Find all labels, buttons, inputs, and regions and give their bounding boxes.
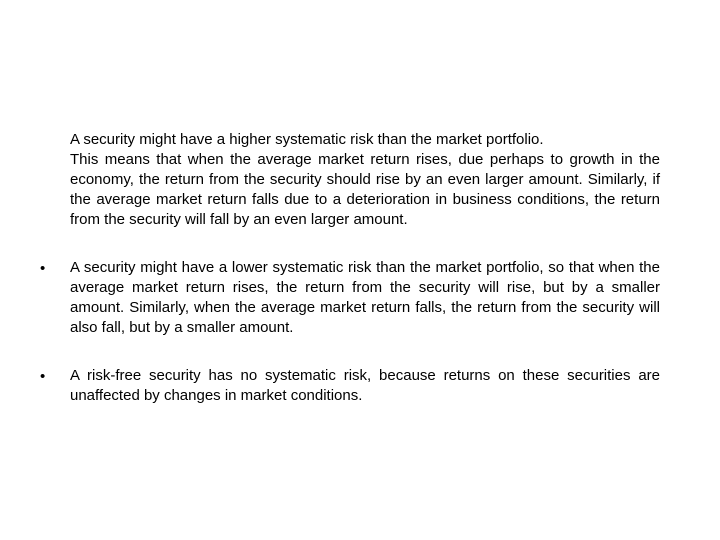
bullet [40,130,70,131]
list-item: • A risk-free security has no systematic… [40,366,660,406]
slide: A security might have a higher systemati… [0,0,720,540]
paragraph: A security might have a higher systemati… [70,130,660,230]
lead-sentence: A security might have a higher systemati… [70,130,660,150]
bullet: • [40,366,70,387]
list-item: A security might have a higher systemati… [40,130,660,230]
paragraph: A security might have a lower systematic… [70,258,660,338]
bullet: • [40,258,70,279]
body-text: This means that when the average market … [70,151,660,228]
paragraph: A risk-free security has no systematic r… [70,366,660,406]
list-item: • A security might have a lower systemat… [40,258,660,338]
